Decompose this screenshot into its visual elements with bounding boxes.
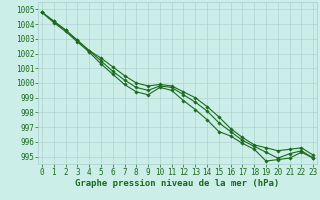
X-axis label: Graphe pression niveau de la mer (hPa): Graphe pression niveau de la mer (hPa) bbox=[76, 179, 280, 188]
